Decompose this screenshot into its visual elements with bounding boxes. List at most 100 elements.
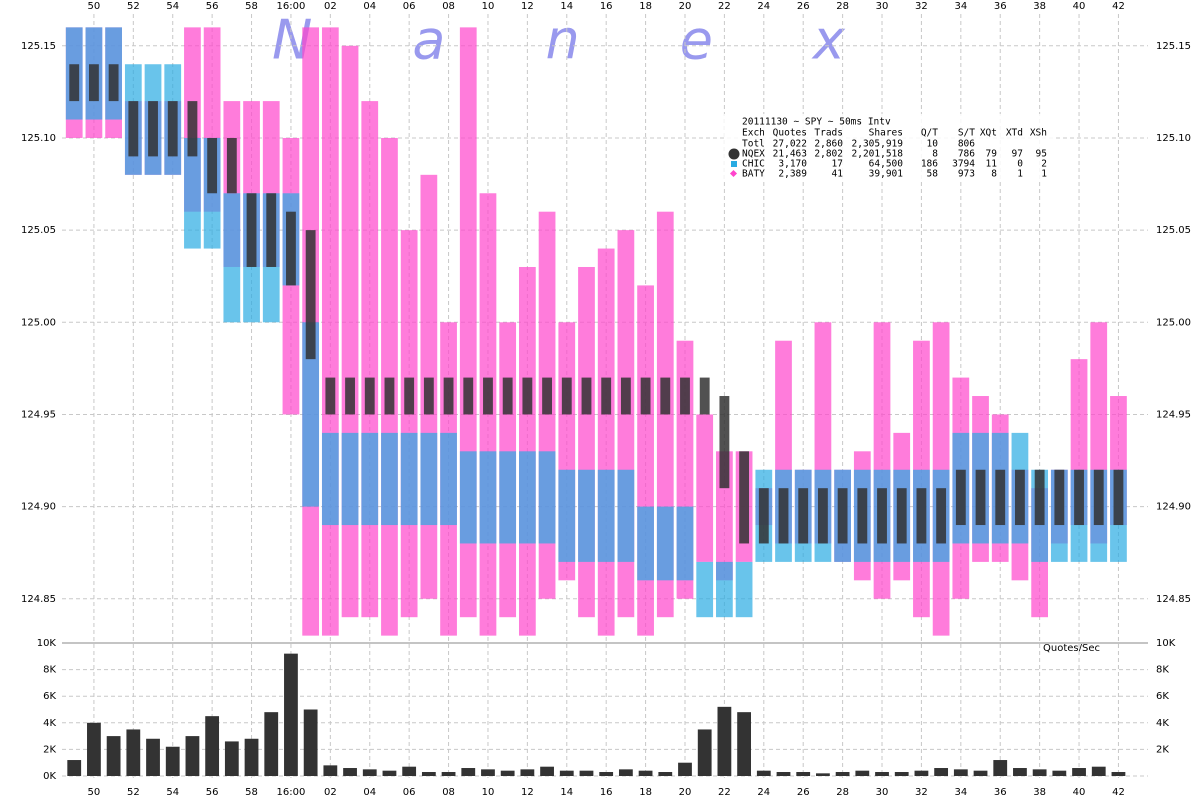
x-tick-label-top: 04 <box>363 1 376 12</box>
legend-header: Trads <box>814 128 843 139</box>
legend-cell: 2,201,518 <box>852 149 904 160</box>
price-range <box>187 101 198 157</box>
quote-rate-bar <box>185 736 200 776</box>
price-range <box>128 101 139 157</box>
price-range <box>502 377 513 415</box>
y-tick-label-left: 4K <box>43 718 56 729</box>
price-range <box>1093 469 1104 526</box>
x-tick-label-bottom: 38 <box>1033 787 1046 798</box>
x-tick-label-top: 30 <box>876 1 889 12</box>
x-tick-label-top: 22 <box>718 1 731 12</box>
price-range <box>305 230 316 360</box>
quote-rate-bar <box>224 741 239 776</box>
price-range <box>246 193 257 267</box>
y-tick-label-right: 2K <box>1156 744 1169 755</box>
price-range <box>716 561 733 618</box>
legend-cell: 2,860 <box>814 139 843 150</box>
y-tick-label-right: 10K <box>1156 638 1176 649</box>
legend-cell: Totl <box>742 139 765 150</box>
x-tick-label-top: 16:00 <box>277 1 306 12</box>
x-tick-label-bottom: 16 <box>600 787 613 798</box>
quote-rate-bar <box>205 716 220 776</box>
x-tick-label-bottom: 42 <box>1112 787 1125 798</box>
x-tick-label-bottom: 58 <box>245 787 258 798</box>
price-range <box>581 377 592 415</box>
quote-rate-bar <box>737 712 751 776</box>
x-tick-label-top: 14 <box>560 1 573 12</box>
quote-rate-bar <box>796 772 811 776</box>
legend-cell: 8 <box>932 149 938 160</box>
x-tick-label-bottom: 24 <box>757 787 770 798</box>
legend-cell: 10 <box>927 139 939 150</box>
price-range <box>207 137 218 194</box>
quote-rate-bar <box>441 772 456 776</box>
x-tick-label-top: 54 <box>166 1 179 12</box>
legend-cell: 3794 <box>952 159 975 170</box>
x-tick-label-bottom: 34 <box>954 787 967 798</box>
quote-rate-bar <box>816 773 830 776</box>
quote-rate-bar <box>618 769 633 776</box>
y-tick-label-left: 125.15 <box>21 41 56 52</box>
y-tick-label-left: 124.90 <box>21 502 56 513</box>
y-tick-label-right: 124.85 <box>1156 594 1191 605</box>
price-range <box>420 432 438 526</box>
quote-rate-bar <box>894 772 909 776</box>
quote-rate-bar <box>1013 768 1027 776</box>
price-range <box>817 488 828 544</box>
y-tick-label-right: 125.10 <box>1156 133 1191 144</box>
price-range <box>617 469 635 562</box>
price-range <box>578 266 595 618</box>
quote-rate-bar <box>658 772 673 776</box>
price-range <box>696 561 714 618</box>
legend-cell: 0 <box>1017 159 1023 170</box>
price-range <box>341 45 359 618</box>
legend-header: XQt <box>980 128 997 139</box>
price-range <box>696 414 714 562</box>
y-tick-label-right: 125.00 <box>1156 317 1191 328</box>
quote-rate-bar <box>756 770 771 776</box>
quote-rate-bar <box>697 729 712 776</box>
x-tick-label-bottom: 18 <box>639 787 652 798</box>
watermark-title: Nanex <box>272 9 945 72</box>
quote-rate-bar <box>126 729 141 776</box>
legend-cell: 786 <box>958 149 975 160</box>
x-tick-label-top: 42 <box>1112 1 1125 12</box>
quote-rate-bar <box>461 768 476 776</box>
price-range <box>266 193 277 267</box>
legend-header: Exch <box>742 128 765 139</box>
price-range <box>1034 469 1045 526</box>
x-tick-label-bottom: 12 <box>521 787 534 798</box>
quote-rate-bar <box>343 768 357 776</box>
price-range <box>680 377 690 415</box>
x-tick-label-top: 52 <box>127 1 140 12</box>
x-tick-label-top: 18 <box>639 1 652 12</box>
x-tick-label-bottom: 40 <box>1073 787 1086 798</box>
y-tick-label-left: 2K <box>43 744 56 755</box>
legend-cell: 17 <box>832 159 843 170</box>
legend-header: XTd <box>1006 128 1023 139</box>
quote-rate-bar <box>1032 769 1047 776</box>
legend-header: Q/T <box>921 128 938 139</box>
quote-rate-bar <box>106 736 121 776</box>
price-range <box>518 451 536 544</box>
legend-cell: 21,463 <box>773 149 807 160</box>
x-tick-label-bottom: 52 <box>127 787 140 798</box>
y-tick-label-right: 124.95 <box>1156 409 1191 420</box>
price-range <box>542 377 553 415</box>
price-range <box>640 377 651 415</box>
price-range <box>1074 469 1084 526</box>
x-tick-label-bottom: 16:00 <box>277 787 306 798</box>
x-tick-label-bottom: 32 <box>915 787 928 798</box>
x-tick-label-top: 56 <box>206 1 219 12</box>
price-range <box>325 377 336 415</box>
quote-rate-bar <box>835 772 850 776</box>
quote-rate-bar <box>540 766 554 776</box>
price-range <box>857 488 868 544</box>
legend-marker <box>729 169 738 178</box>
y-tick-label-left: 8K <box>43 665 56 676</box>
price-range <box>656 506 674 581</box>
price-range <box>877 488 887 544</box>
price-range <box>955 469 966 526</box>
price-range <box>538 451 556 544</box>
